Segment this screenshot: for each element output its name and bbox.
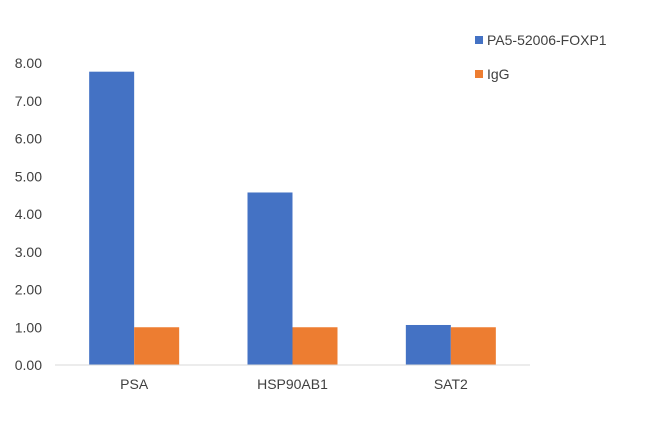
bar-sat2-foxp1 xyxy=(405,324,451,365)
legend-swatch xyxy=(475,36,483,44)
bar-sat2-igg xyxy=(450,327,496,365)
legend-label: PA5-52006-FOXP1 xyxy=(487,32,607,48)
y-tick-label: 1.00 xyxy=(15,319,42,335)
y-tick-label: 5.00 xyxy=(15,168,42,184)
x-category-label: HSP90AB1 xyxy=(257,376,328,392)
y-tick-label: 0.00 xyxy=(15,357,42,373)
bar-hsp90ab1-igg xyxy=(292,327,338,365)
y-tick-label: 2.00 xyxy=(15,282,42,298)
legend-swatch xyxy=(475,70,483,78)
y-tick-label: 7.00 xyxy=(15,93,42,109)
y-tick-label: 3.00 xyxy=(15,244,42,260)
bar-group xyxy=(89,71,496,366)
x-axis-category-labels: PSA HSP90AB1 SAT2 xyxy=(120,376,468,392)
x-category-label: SAT2 xyxy=(434,376,468,392)
bar-psa-igg xyxy=(134,327,180,365)
y-tick-label: 4.00 xyxy=(15,206,42,222)
bar-psa-foxp1 xyxy=(89,71,135,366)
y-axis-tick-labels: 0.00 1.00 2.00 3.00 4.00 5.00 6.00 7.00 8.00 xyxy=(15,55,42,373)
legend-label: IgG xyxy=(487,66,510,82)
y-tick-label: 6.00 xyxy=(15,131,42,147)
y-tick-label: 8.00 xyxy=(15,55,42,71)
x-category-label: PSA xyxy=(120,376,149,392)
bar-hsp90ab1-foxp1 xyxy=(247,192,293,365)
legend: PA5-52006-FOXP1 IgG xyxy=(475,32,607,82)
